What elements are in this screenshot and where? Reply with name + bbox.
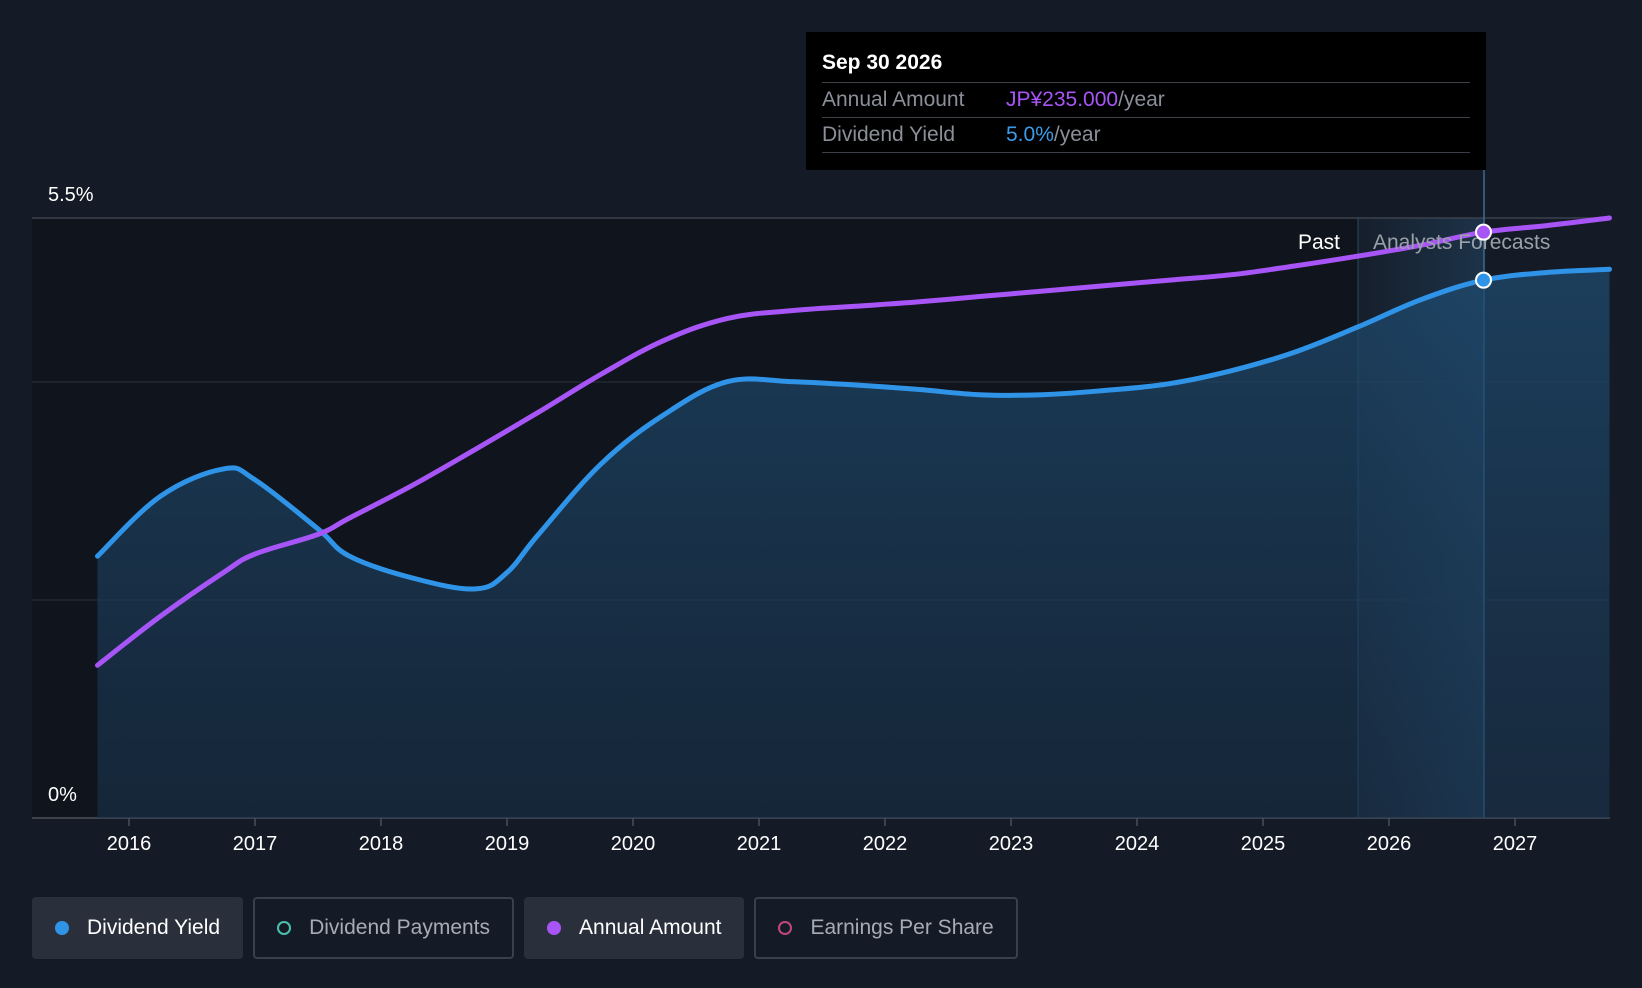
dividend-yield-dot-icon — [55, 921, 69, 935]
dividend-yield-marker[interactable] — [1475, 271, 1492, 289]
x-tick-label: 2018 — [359, 833, 404, 855]
x-tick-label: 2016 — [107, 833, 152, 855]
annual-amount-line — [95, 215, 1612, 668]
tooltip-label: Annual Amount — [822, 88, 965, 111]
past-label: Past — [1298, 231, 1340, 254]
x-tick-label: 2026 — [1367, 833, 1412, 855]
annual-amount-marker[interactable] — [1475, 223, 1492, 241]
dividend-payments-ring-icon — [277, 921, 292, 935]
tooltip-value: JP¥235.000 — [1006, 88, 1119, 111]
legend-earnings-per-share[interactable]: Earnings Per Share — [754, 897, 1018, 959]
earnings-per-share-ring-icon — [778, 921, 793, 935]
tooltip-unit: /year — [1053, 123, 1101, 146]
x-tick-label: 2024 — [1115, 833, 1160, 855]
tooltip-date: Sep 30 2026 — [822, 46, 1470, 83]
forecast-label: Analysts Forecasts — [1373, 231, 1550, 254]
x-axis-ticks: 2016 2017 2018 2019 2020 2021 2022 2023 2024 2025… — [107, 818, 1538, 855]
legend-label: Dividend Payments — [309, 916, 491, 939]
annual-amount-dot-icon — [547, 921, 562, 935]
legend-label: Earnings Per Share — [810, 916, 994, 939]
legend-label: Dividend Yield — [87, 916, 221, 939]
x-tick-label: 2021 — [737, 833, 782, 855]
legend: Dividend Yield Dividend Payments Annual … — [32, 897, 1028, 959]
x-tick-label: 2025 — [1241, 833, 1286, 855]
y-label-bottom: 0% — [48, 784, 77, 806]
y-label-top: 5.5% — [48, 184, 94, 206]
x-tick-label: 2020 — [611, 833, 656, 855]
x-tick-label: 2017 — [233, 833, 278, 855]
x-tick-label: 2022 — [863, 833, 908, 855]
x-tick-label: 2027 — [1493, 833, 1538, 855]
tooltip-row-annual-amount: Annual Amount JP¥235.000 /year — [822, 83, 1470, 118]
x-tick-label: 2023 — [989, 833, 1034, 855]
x-tick-label: 2019 — [485, 833, 530, 855]
legend-dividend-yield[interactable]: Dividend Yield — [32, 897, 244, 959]
legend-label: Annual Amount — [579, 916, 722, 939]
legend-annual-amount[interactable]: Annual Amount — [524, 897, 745, 959]
tooltip: Sep 30 2026 Annual Amount JP¥235.000 /ye… — [806, 32, 1486, 170]
tooltip-label: Dividend Yield — [822, 123, 956, 146]
tooltip-unit: /year — [1118, 88, 1165, 111]
tooltip-row-dividend-yield: Dividend Yield 5.0% /year — [822, 118, 1470, 153]
legend-dividend-payments[interactable]: Dividend Payments — [253, 897, 515, 959]
dividend-yield-area — [97, 269, 1610, 818]
tooltip-value: 5.0% — [1006, 123, 1054, 146]
